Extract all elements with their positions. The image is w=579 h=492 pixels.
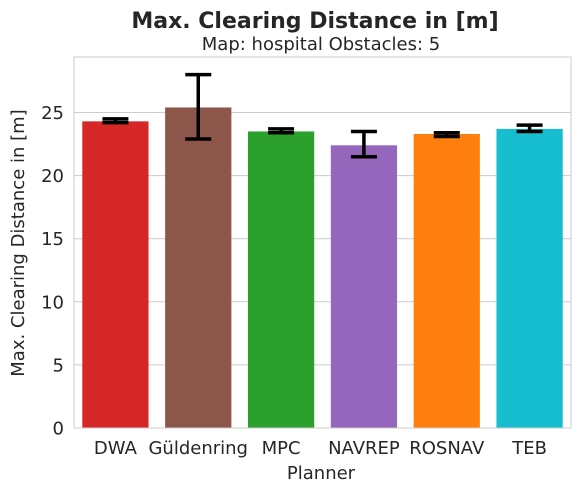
bar (82, 121, 149, 428)
y-tick-label: 20 (41, 166, 64, 187)
error-bars (102, 72, 543, 159)
y-tick-label: 0 (53, 419, 64, 440)
y-axis-label: Max. Clearing Distance in [m] (8, 109, 29, 376)
x-tick-label: DWA (94, 438, 138, 459)
x-tick-labels: DWA Güldenring MPC NAVREP ROSNAV TEB (94, 438, 547, 459)
chart-subtitle: Map: hospital Obstacles: 5 (202, 34, 440, 55)
error-bar (268, 127, 295, 135)
x-tick-label: NAVREP (328, 438, 400, 459)
bars (82, 107, 563, 429)
plot-frame (73, 56, 572, 429)
bar (165, 107, 232, 428)
x-tick-label: TEB (511, 438, 547, 459)
error-bar (102, 117, 129, 125)
y-tick-labels: 0 5 10 15 20 25 (41, 103, 64, 439)
bar (413, 133, 480, 428)
y-tick-label: 10 (41, 292, 64, 313)
y-tick-label: 25 (41, 103, 64, 124)
bar (330, 145, 398, 429)
x-axis-label: Planner (287, 463, 356, 484)
y-tick-label: 15 (41, 229, 64, 250)
error-bar (516, 123, 543, 134)
y-tick-label: 5 (53, 355, 64, 376)
x-tick-label: ROSNAV (409, 438, 485, 459)
chart-title: Max. Clearing Distance in [m] (131, 9, 498, 34)
error-bar (350, 129, 377, 159)
bar (496, 128, 563, 428)
x-tick-label: MPC (262, 438, 301, 459)
x-tick-label: Güldenring (148, 438, 248, 459)
bar (247, 131, 315, 428)
error-bar (433, 130, 460, 139)
error-bar (185, 72, 212, 141)
